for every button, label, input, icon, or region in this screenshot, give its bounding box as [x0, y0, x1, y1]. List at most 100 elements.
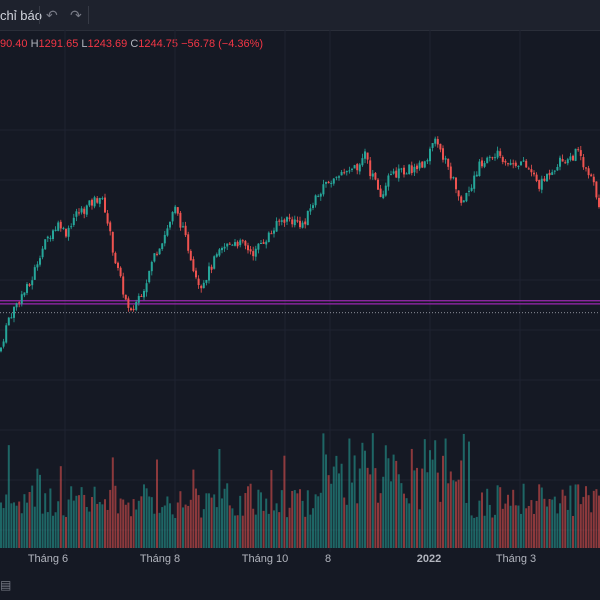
volume-bar: [18, 501, 21, 548]
volume-bar: [111, 457, 114, 548]
volume-bar: [31, 485, 34, 548]
candle: [462, 200, 465, 203]
candle: [122, 276, 125, 295]
x-axis-label: 8: [325, 553, 331, 565]
volume-bar: [46, 512, 49, 548]
candle: [309, 208, 312, 212]
candle: [223, 246, 226, 249]
candle: [533, 172, 535, 175]
candle: [348, 170, 351, 172]
candle: [231, 244, 234, 246]
candle: [265, 241, 268, 245]
candle: [130, 308, 132, 311]
volume-bar: [54, 512, 57, 548]
volume-bar: [150, 497, 153, 548]
volume-bar: [130, 516, 132, 548]
candle: [226, 243, 229, 247]
candle: [26, 284, 28, 293]
candle: [195, 270, 197, 278]
candle: [288, 217, 291, 219]
volume-bar: [403, 493, 405, 548]
volume-bar: [335, 455, 338, 548]
volume-bar: [296, 493, 299, 548]
volume-bar: [538, 484, 541, 548]
candle: [67, 227, 70, 237]
price-chart[interactable]: Tháng 6 Tháng 8 Tháng 10 8 2022 Tháng 3: [0, 30, 600, 578]
volume-bar: [488, 504, 491, 548]
volume-bar: [364, 450, 366, 548]
volume-bar: [109, 489, 112, 548]
candle: [530, 169, 533, 173]
candle: [104, 197, 106, 213]
indicators-button[interactable]: chỉ báo: [0, 8, 42, 23]
volume-bar: [543, 498, 546, 548]
volume-bar: [52, 515, 54, 548]
candle: [377, 179, 379, 190]
candle: [405, 173, 408, 175]
candle: [62, 227, 65, 229]
volume-bar: [101, 504, 104, 548]
candle: [473, 175, 476, 189]
candle: [202, 282, 205, 289]
candle: [234, 242, 236, 246]
volume-bar: [382, 476, 385, 548]
candle: [260, 242, 262, 244]
volume-bar: [39, 474, 41, 548]
candle: [538, 180, 541, 189]
candle: [527, 168, 530, 170]
volume-bar: [520, 513, 522, 548]
candle: [174, 206, 177, 214]
candle: [595, 181, 598, 198]
volume-bar: [377, 502, 379, 548]
volume-bar: [273, 510, 275, 548]
volume-bar: [592, 490, 595, 548]
volume-bar: [239, 495, 242, 548]
volume-bar: [286, 517, 288, 548]
candle: [137, 295, 140, 303]
candle: [382, 194, 385, 199]
volume-bar: [174, 517, 177, 548]
candle: [579, 150, 582, 156]
volume-bar: [322, 433, 325, 548]
candle: [2, 341, 5, 347]
candle: [507, 163, 509, 165]
volume-bar: [44, 493, 47, 548]
volume-bar: [93, 486, 96, 548]
volume-bar: [527, 505, 530, 548]
redo-icon[interactable]: ↷: [70, 7, 82, 23]
volume-bar: [221, 498, 223, 548]
candle: [520, 161, 522, 166]
candle: [556, 166, 559, 171]
volume-bar: [106, 509, 109, 548]
volume-bar: [88, 511, 91, 548]
candle: [132, 308, 135, 310]
candle: [161, 243, 164, 250]
volume-bar: [561, 489, 564, 548]
volume-bar: [416, 467, 418, 548]
volume-bar: [514, 505, 517, 548]
candle: [317, 195, 320, 197]
volume-bar: [182, 507, 184, 548]
candle: [270, 233, 273, 235]
volume-bar: [462, 433, 465, 548]
candle: [478, 161, 481, 176]
candle: [239, 240, 242, 246]
volume-bar: [410, 448, 413, 548]
volume-bar: [499, 487, 502, 548]
candle: [15, 303, 18, 308]
volume-bar: [340, 463, 343, 548]
volume-bar: [569, 485, 572, 548]
candle: [483, 163, 486, 167]
volume-bar: [496, 485, 499, 548]
calendar-icon[interactable]: ▤: [0, 578, 12, 592]
volume-bar: [80, 487, 83, 548]
candle: [0, 347, 2, 352]
undo-icon[interactable]: ↶: [46, 7, 58, 23]
volume-bar: [49, 488, 52, 548]
candle: [306, 210, 309, 226]
candle: [509, 163, 512, 165]
volume-bar: [218, 448, 221, 548]
volume-bar: [429, 450, 431, 548]
change-value: −56.78 (−4.36%): [181, 38, 264, 50]
